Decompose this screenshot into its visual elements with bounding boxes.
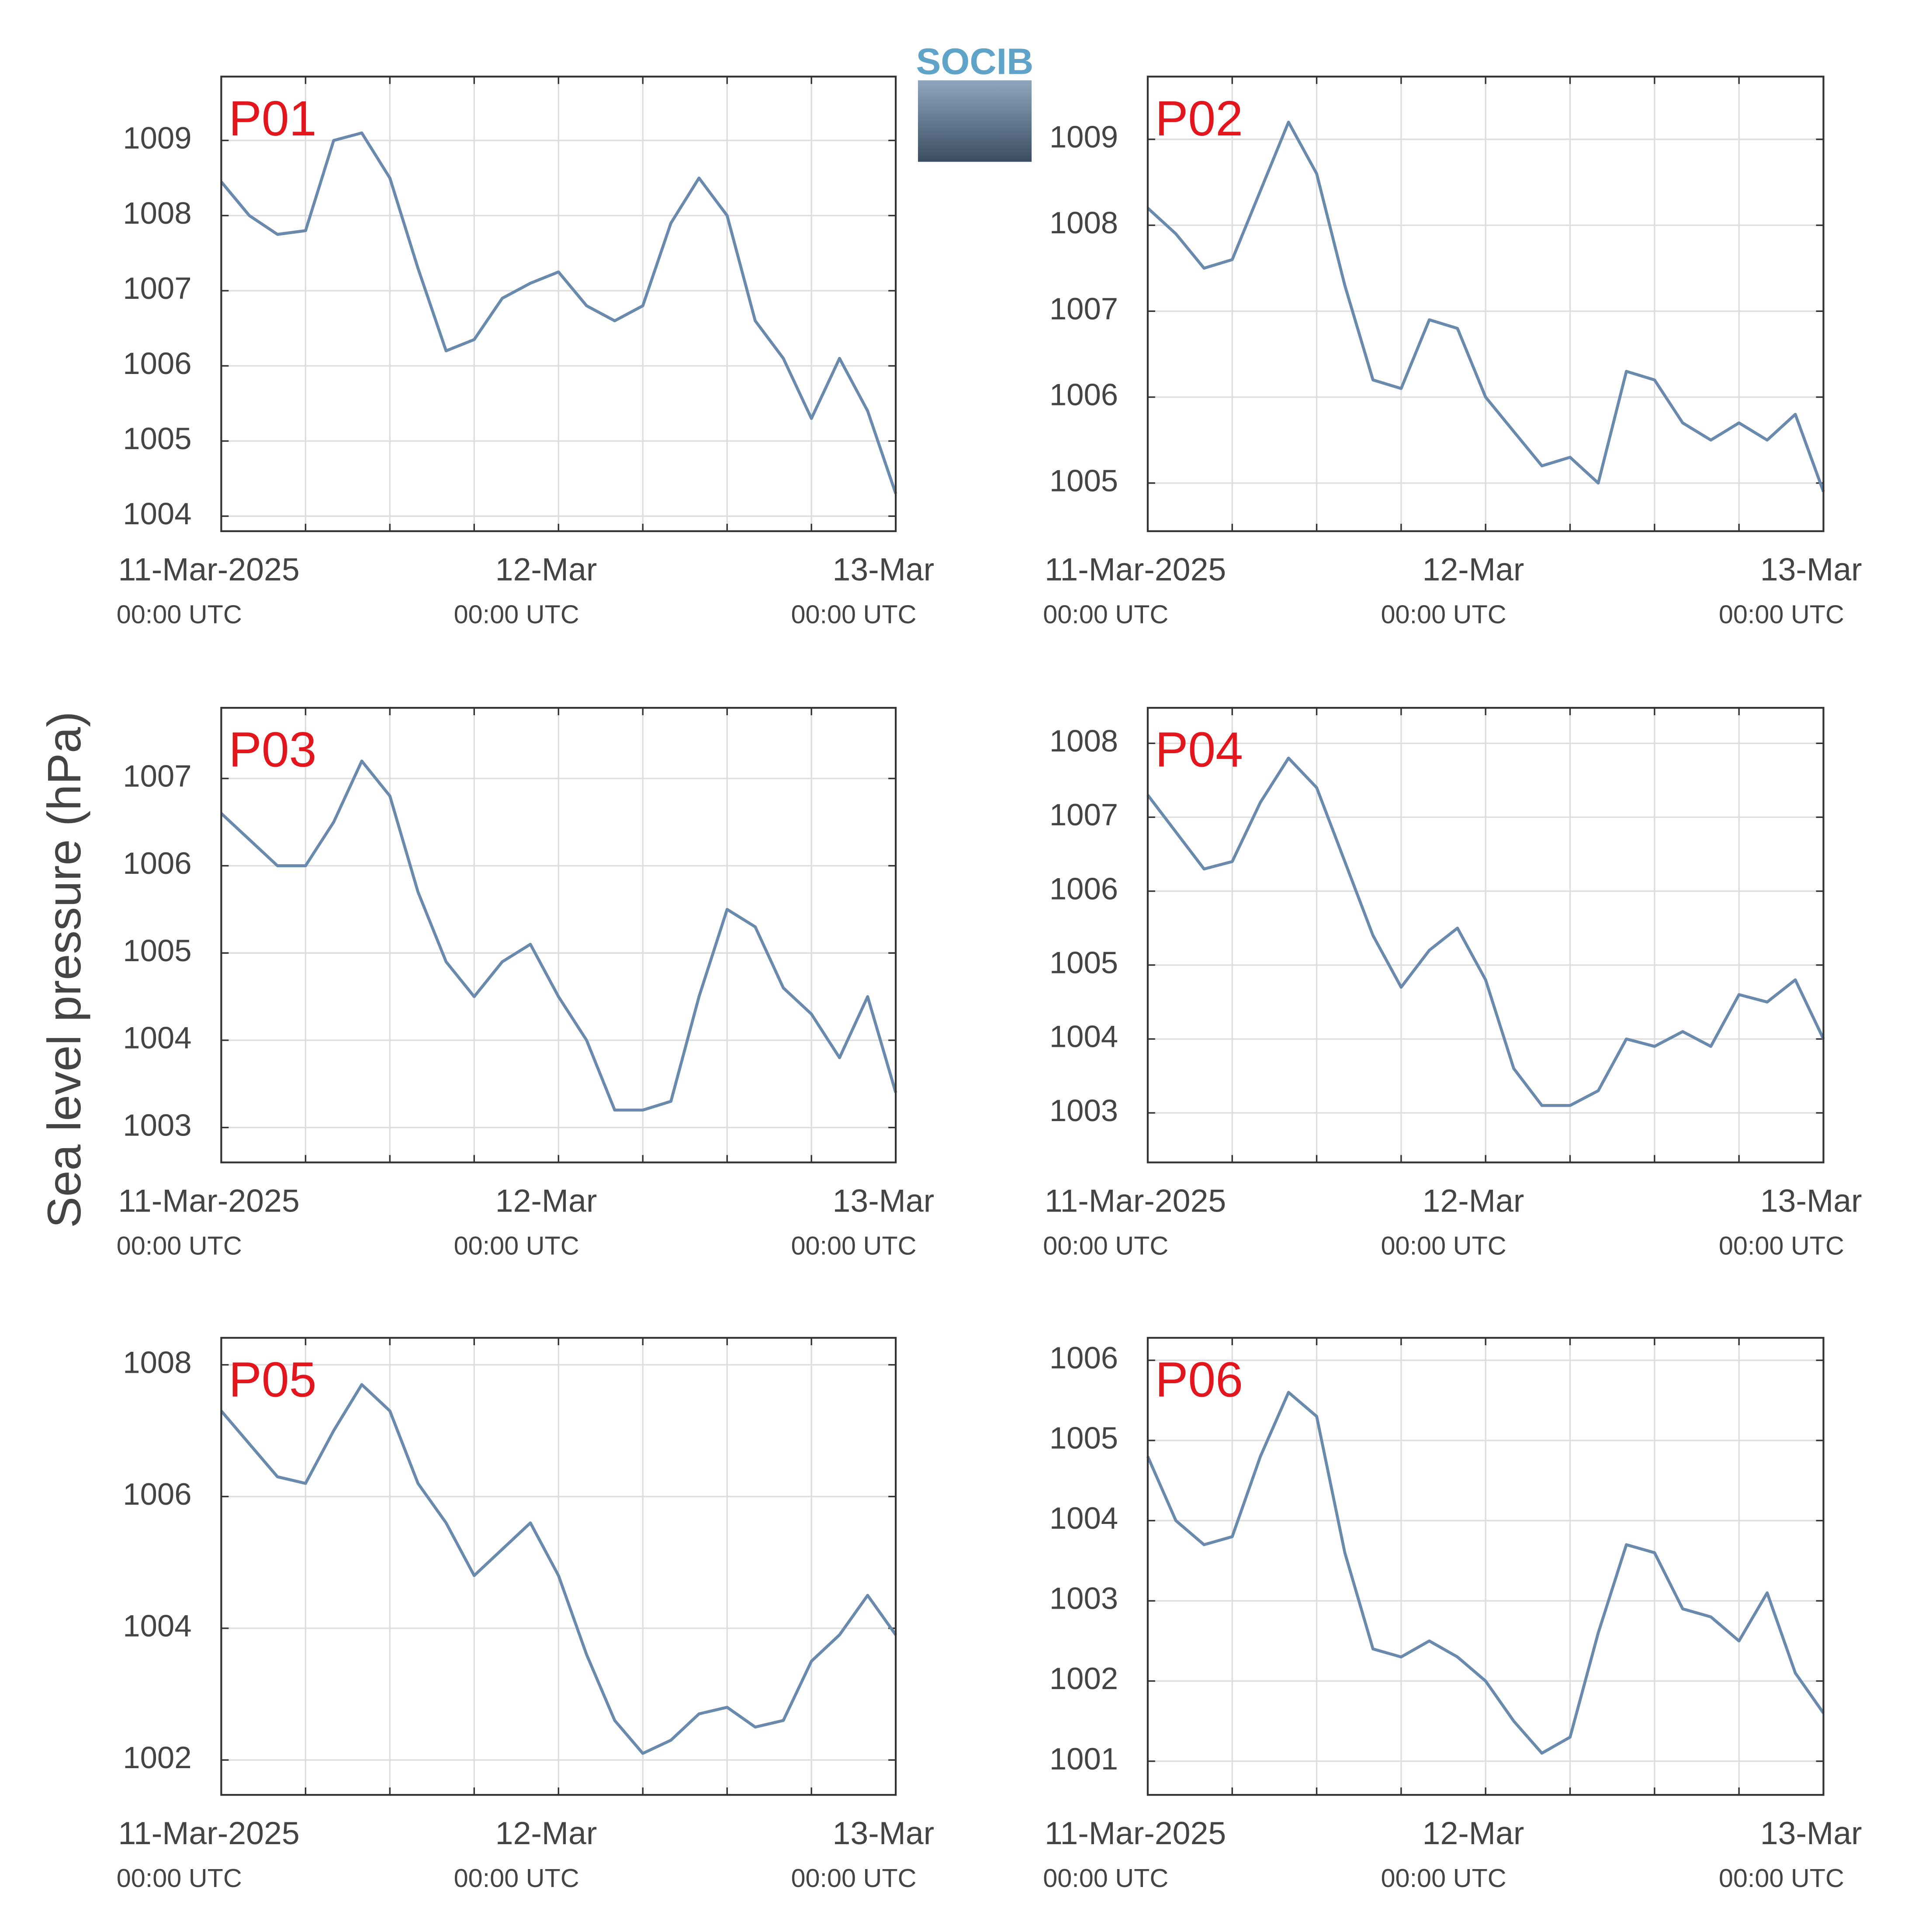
x-tick-sublabel: 00:00 UTC (1381, 1863, 1506, 1893)
y-tick-label: 1005 (1049, 945, 1118, 980)
x-tick-label: 11-Mar-2025 (1045, 1182, 1226, 1219)
y-tick-label: 1006 (1049, 377, 1118, 412)
y-tick-label: 1006 (123, 346, 191, 381)
y-tick-label: 1002 (123, 1740, 191, 1775)
data-line (220, 759, 897, 1112)
y-axis-label: Sea level pressure (hPa) (38, 711, 90, 1228)
x-tick-sublabel: 00:00 UTC (117, 600, 242, 629)
x-tick-label: 11-Mar-2025 (1045, 551, 1226, 587)
y-tick-label: 1004 (1049, 1501, 1118, 1535)
plot-frame (1146, 706, 1825, 1163)
y-tick-label: 1009 (123, 121, 191, 155)
y-tick-label: 1005 (123, 421, 191, 456)
y-tick-label: 1005 (1049, 1421, 1118, 1455)
x-tick-label: 11-Mar-2025 (118, 551, 299, 587)
y-tick-label: 1006 (123, 846, 191, 880)
panel-title: P04 (1155, 722, 1243, 777)
x-tick-sublabel: 00:00 UTC (1381, 1231, 1506, 1260)
data-line (1146, 1391, 1825, 1755)
x-tick-label: 11-Mar-2025 (118, 1182, 299, 1219)
x-tick-sublabel: 00:00 UTC (1043, 600, 1168, 629)
y-tick-label: 1009 (1049, 120, 1118, 154)
plot-frame (1146, 76, 1825, 532)
panel-title: P01 (229, 91, 316, 146)
y-tick-label: 1008 (1049, 724, 1118, 758)
logo-image (918, 80, 1032, 162)
x-tick-sublabel: 00:00 UTC (791, 1863, 916, 1893)
data-line (1146, 121, 1825, 492)
x-tick-label: 13-Mar (832, 551, 934, 587)
y-tick-label: 1007 (123, 271, 191, 305)
x-tick-label: 13-Mar (1760, 1815, 1862, 1851)
y-tick-label: 1005 (123, 933, 191, 968)
panel-title: P03 (229, 722, 316, 777)
x-tick-sublabel: 00:00 UTC (454, 1863, 579, 1893)
y-tick-label: 1008 (123, 1345, 191, 1380)
y-tick-label: 1008 (123, 196, 191, 230)
plot-frame (220, 1336, 897, 1796)
y-tick-label: 1007 (1049, 797, 1118, 832)
x-tick-sublabel: 00:00 UTC (454, 1231, 579, 1260)
y-tick-label: 1006 (1049, 1340, 1118, 1375)
x-tick-sublabel: 00:00 UTC (1381, 600, 1506, 629)
plot-frame (220, 706, 897, 1163)
x-tick-label: 12-Mar (495, 551, 597, 587)
plot-frame (220, 76, 897, 532)
x-tick-label: 12-Mar (1423, 1815, 1524, 1851)
y-tick-label: 1005 (1049, 463, 1118, 498)
x-tick-sublabel: 00:00 UTC (1719, 1863, 1844, 1893)
data-line (220, 1383, 897, 1755)
y-tick-label: 1006 (1049, 871, 1118, 906)
x-tick-label: 11-Mar-2025 (1045, 1815, 1226, 1851)
y-tick-label: 1004 (123, 1608, 191, 1643)
y-tick-label: 1001 (1049, 1742, 1118, 1776)
x-tick-sublabel: 00:00 UTC (791, 600, 916, 629)
y-tick-label: 1003 (1049, 1581, 1118, 1616)
x-tick-label: 13-Mar (832, 1815, 934, 1851)
x-tick-label: 13-Mar (1760, 551, 1862, 587)
y-tick-label: 1004 (1049, 1019, 1118, 1054)
y-tick-label: 1002 (1049, 1661, 1118, 1696)
y-tick-label: 1008 (1049, 205, 1118, 240)
x-tick-sublabel: 00:00 UTC (117, 1863, 242, 1893)
y-tick-label: 1004 (123, 1021, 191, 1055)
x-tick-label: 12-Mar (495, 1182, 597, 1219)
x-tick-sublabel: 00:00 UTC (454, 600, 579, 629)
x-tick-label: 12-Mar (1423, 551, 1524, 587)
y-tick-label: 1007 (123, 759, 191, 793)
panel-title: P02 (1155, 91, 1243, 146)
logo: SOCIB (916, 40, 1034, 82)
y-tick-label: 1004 (123, 496, 191, 531)
y-tick-label: 1003 (1049, 1093, 1118, 1128)
x-tick-sublabel: 00:00 UTC (1719, 600, 1844, 629)
x-tick-label: 13-Mar (1760, 1182, 1862, 1219)
panel-title: P06 (1155, 1352, 1243, 1407)
x-tick-label: 13-Mar (832, 1182, 934, 1219)
x-tick-sublabel: 00:00 UTC (1043, 1231, 1168, 1260)
panel-title: P05 (229, 1352, 316, 1407)
x-tick-label: 12-Mar (1423, 1182, 1524, 1219)
y-tick-label: 1003 (123, 1108, 191, 1142)
y-tick-label: 1006 (123, 1477, 191, 1511)
x-tick-label: 12-Mar (495, 1815, 597, 1851)
data-line (220, 131, 897, 494)
x-tick-sublabel: 00:00 UTC (1719, 1231, 1844, 1260)
x-tick-sublabel: 00:00 UTC (1043, 1863, 1168, 1893)
x-tick-label: 11-Mar-2025 (118, 1815, 299, 1851)
data-line (1146, 756, 1825, 1107)
x-tick-sublabel: 00:00 UTC (791, 1231, 916, 1260)
x-tick-sublabel: 00:00 UTC (117, 1231, 242, 1260)
y-tick-label: 1007 (1049, 291, 1118, 326)
plot-frame (1146, 1336, 1825, 1796)
